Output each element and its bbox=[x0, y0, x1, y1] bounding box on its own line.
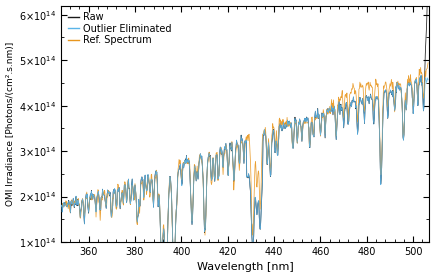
X-axis label: Wavelength [nm]: Wavelength [nm] bbox=[196, 262, 293, 272]
Legend: Raw, Outlier Eliminated, Ref. Spectrum: Raw, Outlier Eliminated, Ref. Spectrum bbox=[66, 10, 173, 47]
Y-axis label: OMI Irradiance [Photons/(cm².s.nm)]: OMI Irradiance [Photons/(cm².s.nm)] bbox=[6, 42, 14, 206]
